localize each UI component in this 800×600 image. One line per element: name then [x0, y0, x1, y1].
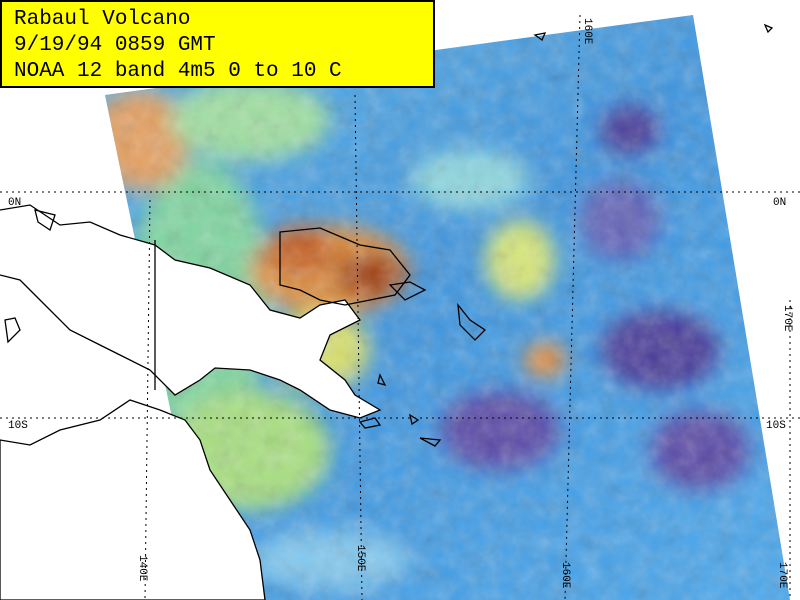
lat-label: 10S	[766, 420, 786, 432]
lon-label: 170E	[781, 305, 793, 332]
lat-label: 0N	[8, 197, 21, 209]
lat-label: 10S	[8, 420, 28, 432]
title-line: NOAA 12 band 4m5 0 to 10 C	[14, 60, 342, 83]
title-line: 9/19/94 0859 GMT	[14, 34, 216, 57]
lat-label: 0N	[773, 197, 786, 209]
graticule-labels: 0N 0N 10S 10S 160E 170E 140E 150E 160E 1…	[8, 18, 793, 589]
title-box: Rabaul Volcano 9/19/94 0859 GMT NOAA 12 …	[0, 0, 435, 88]
lon-label: 140E	[136, 555, 148, 582]
lon-label: 160E	[559, 562, 571, 589]
lon-label: 170E	[776, 562, 788, 589]
coastlines	[0, 23, 774, 600]
graticule	[0, 14, 800, 600]
title-line: Rabaul Volcano	[14, 8, 190, 31]
lon-label: 160E	[581, 18, 593, 45]
title-background	[0, 0, 435, 88]
lon-label: 150E	[354, 545, 366, 572]
